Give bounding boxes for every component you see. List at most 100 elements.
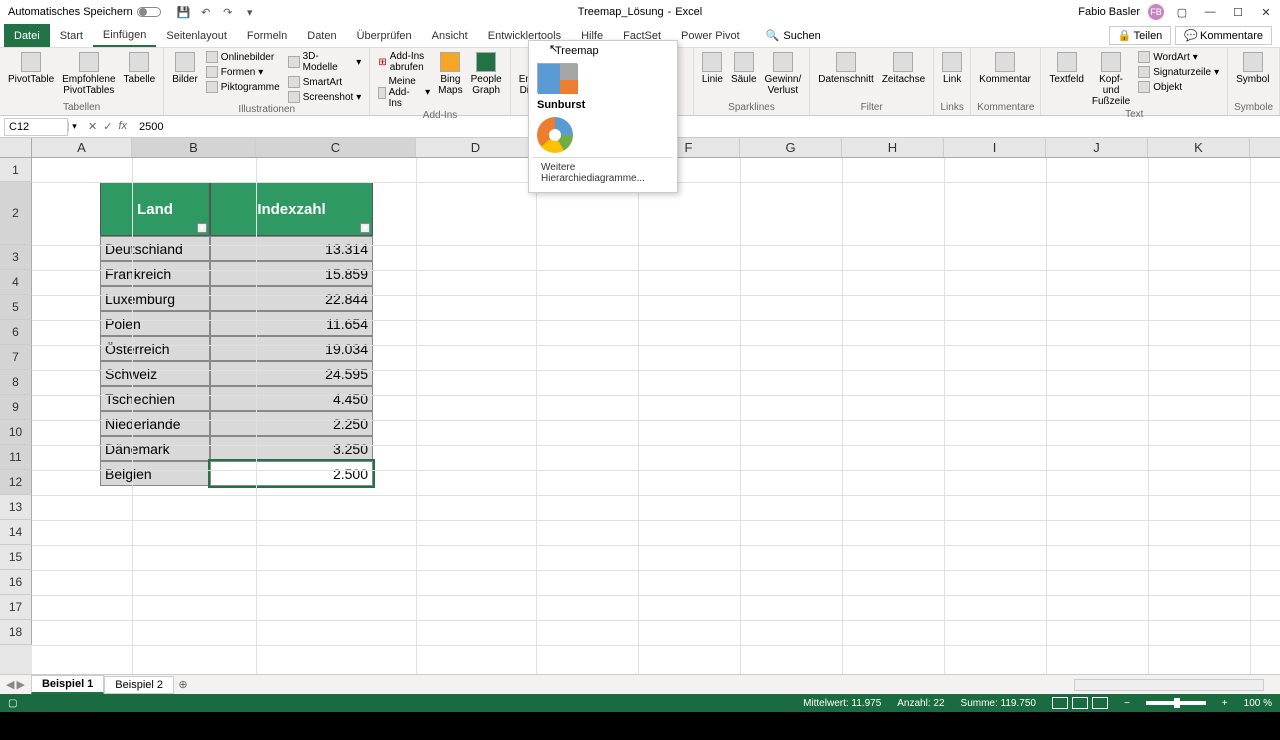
slicer-button[interactable]: Datenschnitt [816,50,876,87]
horizontal-scrollbar[interactable] [1074,679,1264,691]
object-button[interactable]: Objekt [1136,80,1221,94]
search-box[interactable]: 🔍 Suchen [766,29,821,42]
row-header-2[interactable]: 2 [0,182,32,245]
cell-value[interactable]: 11.654 [210,311,373,336]
people-graph-button[interactable]: People Graph [469,50,504,98]
filter-dropdown-icon[interactable]: ▾ [360,223,370,233]
zoom-out-icon[interactable]: − [1124,698,1130,709]
textbox-button[interactable]: Textfeld [1047,50,1085,87]
symbol-button[interactable]: Symbol [1234,50,1271,87]
tab-powerpivot[interactable]: Power Pivot [671,26,750,46]
row-header-18[interactable]: 18 [0,620,32,645]
row-header-1[interactable]: 1 [0,158,32,182]
minimize-icon[interactable]: — [1200,3,1220,21]
cell-value[interactable]: 2.500 [210,461,373,486]
enter-formula-icon[interactable]: ✓ [103,120,112,133]
header-land[interactable]: Land ▾ [100,182,210,236]
cells[interactable]: Land ▾ Indexzahl ▾ Deutschland13.314Fran… [32,158,1280,674]
table-button[interactable]: Tabelle [122,50,158,87]
record-macro-icon[interactable]: ▢ [8,698,17,709]
row-header-9[interactable]: 9 [0,395,32,420]
redo-icon[interactable]: ↷ [221,5,235,19]
col-header-K[interactable]: K [1148,138,1250,157]
sunburst-option[interactable] [533,113,673,157]
row-header-15[interactable]: 15 [0,545,32,570]
normal-view-icon[interactable] [1052,697,1068,709]
undo-icon[interactable]: ↶ [199,5,213,19]
cell-value[interactable]: 3.250 [210,436,373,461]
col-header-I[interactable]: I [944,138,1046,157]
recommended-pivot-button[interactable]: Empfohlene PivotTables [60,50,117,98]
row-header-17[interactable]: 17 [0,595,32,620]
formula-input[interactable]: 2500 [135,121,1280,133]
sheet-nav[interactable]: ◀▶ [0,678,31,691]
share-button[interactable]: 🔒 Teilen [1109,26,1171,45]
cell-country[interactable]: Dänemark [100,436,210,461]
col-header-A[interactable]: A [32,138,132,157]
user-avatar[interactable]: FB [1148,4,1164,20]
cell-value[interactable]: 15.859 [210,261,373,286]
more-hierarchy-charts[interactable]: Weitere Hierarchiediagramme... [533,157,673,188]
tab-ueberpruefen[interactable]: Überprüfen [347,26,422,46]
screenshot-button[interactable]: Screenshot ▾ [286,90,364,104]
zoom-in-icon[interactable]: + [1222,698,1228,709]
header-indexzahl[interactable]: Indexzahl ▾ [210,182,373,236]
user-name[interactable]: Fabio Basler [1078,6,1140,18]
cancel-formula-icon[interactable]: ✕ [88,120,97,133]
cell-country[interactable]: Schweiz [100,361,210,386]
col-header-D[interactable]: D [416,138,536,157]
page-layout-view-icon[interactable] [1072,697,1088,709]
signature-button[interactable]: Signaturzeile ▾ [1136,65,1221,79]
zoom-slider[interactable] [1146,701,1206,705]
cell-country[interactable]: Österreich [100,336,210,361]
maximize-icon[interactable]: ☐ [1228,3,1248,21]
row-header-3[interactable]: 3 [0,245,32,270]
save-icon[interactable]: 💾 [177,5,191,19]
tab-seitenlayout[interactable]: Seitenlayout [156,26,237,46]
col-header-B[interactable]: B [132,138,256,157]
toggle-switch[interactable] [137,7,161,17]
sheet-tab-2[interactable]: Beispiel 2 [104,676,174,694]
sparkline-winloss-button[interactable]: Gewinn/ Verlust [763,50,804,98]
ribbon-display-icon[interactable]: ▢ [1172,3,1192,21]
row-header-7[interactable]: 7 [0,345,32,370]
col-header-G[interactable]: G [740,138,842,157]
wordart-button[interactable]: WordArt ▾ [1136,50,1221,64]
row-header-5[interactable]: 5 [0,295,32,320]
select-all-corner[interactable] [0,138,32,157]
row-header-10[interactable]: 10 [0,420,32,445]
tab-daten[interactable]: Daten [297,26,346,46]
row-header-8[interactable]: 8 [0,370,32,395]
row-header-16[interactable]: 16 [0,570,32,595]
sparkline-column-button[interactable]: Säule [729,50,759,87]
col-header-H[interactable]: H [842,138,944,157]
timeline-button[interactable]: Zeitachse [880,50,927,87]
treemap-option[interactable] [533,59,673,97]
sheet-tab-1[interactable]: Beispiel 1 [31,675,104,694]
autosave-toggle[interactable]: Automatisches Speichern [0,6,169,18]
row-header-4[interactable]: 4 [0,270,32,295]
col-header-J[interactable]: J [1046,138,1148,157]
comments-button[interactable]: 💬 Kommentare [1175,26,1272,45]
col-header-C[interactable]: C [256,138,416,157]
icons-button[interactable]: Piktogramme [204,80,282,94]
link-button[interactable]: Link [940,50,964,87]
cell-country[interactable]: Polen [100,311,210,336]
name-box-dropdown[interactable]: ▾ [68,121,80,132]
cell-country[interactable]: Frankreich [100,261,210,286]
cell-value[interactable]: 19.034 [210,336,373,361]
add-sheet-button[interactable]: ⊕ [174,678,192,691]
name-box[interactable]: C12 [4,118,68,136]
tab-formeln[interactable]: Formeln [237,26,297,46]
pivottable-button[interactable]: PivotTable [6,50,56,87]
row-header-12[interactable]: 12 [0,470,32,495]
tab-ansicht[interactable]: Ansicht [422,26,478,46]
tab-start[interactable]: Start [50,26,93,46]
my-addins-button[interactable]: Meine Add-Ins ▾ [376,75,432,110]
cell-country[interactable]: Belgien [100,461,210,486]
row-header-14[interactable]: 14 [0,520,32,545]
3d-models-button[interactable]: 3D-Modelle ▾ [286,50,364,74]
fx-icon[interactable]: fx [118,120,127,133]
zoom-level[interactable]: 100 % [1244,698,1272,709]
cell-value[interactable]: 22.844 [210,286,373,311]
